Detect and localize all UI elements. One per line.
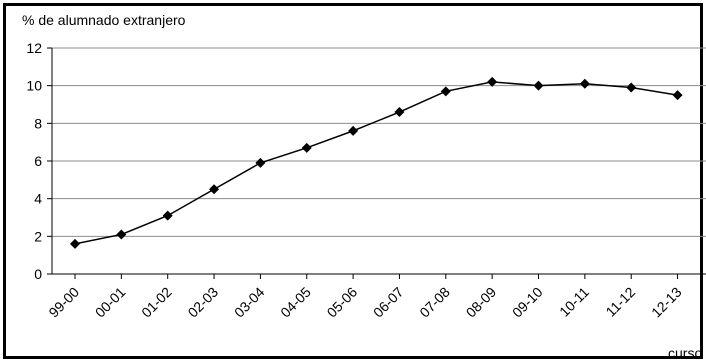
data-point (487, 76, 498, 87)
x-tick-label: 09-10 (509, 284, 546, 321)
x-tick-labels: 99-00 00-01 01-02 02-03 03-04 04-05 05-06 06-07… (45, 284, 684, 321)
data-point (533, 80, 544, 91)
x-tick-label: 04-05 (277, 284, 314, 321)
x-tick-label: 12-13 (648, 284, 685, 321)
y-tick-label: 0 (34, 266, 42, 282)
x-tick-label: 11-12 (602, 284, 638, 320)
data-point (301, 142, 312, 153)
x-tick-label: 08-09 (463, 284, 500, 321)
data-point (348, 125, 359, 136)
x-tick-label: 00-01 (92, 284, 129, 321)
x-tick-label: 02-03 (185, 284, 222, 321)
data-point (255, 157, 266, 168)
x-tick-label: 10-11 (556, 284, 592, 320)
y-axis-label: % de alumnado extranjero (22, 12, 186, 28)
y-tick-label: 12 (26, 40, 42, 56)
x-tick-label: 01-02 (138, 284, 175, 321)
chart-frame (3, 3, 703, 359)
data-point (394, 107, 405, 118)
grid-lines (52, 47, 706, 237)
series (70, 76, 683, 249)
data-point (70, 238, 80, 249)
data-point (672, 90, 683, 101)
y-tick-label: 8 (34, 115, 42, 131)
y-tick-label: 6 (34, 153, 42, 169)
data-point (116, 229, 127, 240)
data-point (626, 82, 637, 93)
y-tick-label: 4 (34, 191, 42, 207)
y-tick-labels: 0 2 4 6 8 10 12 (26, 40, 42, 282)
x-tick-label: 06-07 (370, 284, 407, 321)
series-line (74, 81, 678, 245)
data-point (209, 184, 220, 195)
y-tick-label: 2 (34, 228, 42, 244)
data-point (440, 86, 451, 97)
x-tick-label: 03-04 (231, 284, 268, 321)
x-tick-label: 07-08 (416, 284, 453, 321)
data-point (162, 210, 173, 221)
data-point (579, 78, 590, 89)
x-axis-label: curso (668, 345, 702, 361)
x-tick-label: 05-06 (324, 284, 361, 321)
x-tick-label: 99-00 (45, 284, 82, 321)
y-tick-label: 10 (26, 78, 42, 94)
axes (47, 47, 706, 279)
